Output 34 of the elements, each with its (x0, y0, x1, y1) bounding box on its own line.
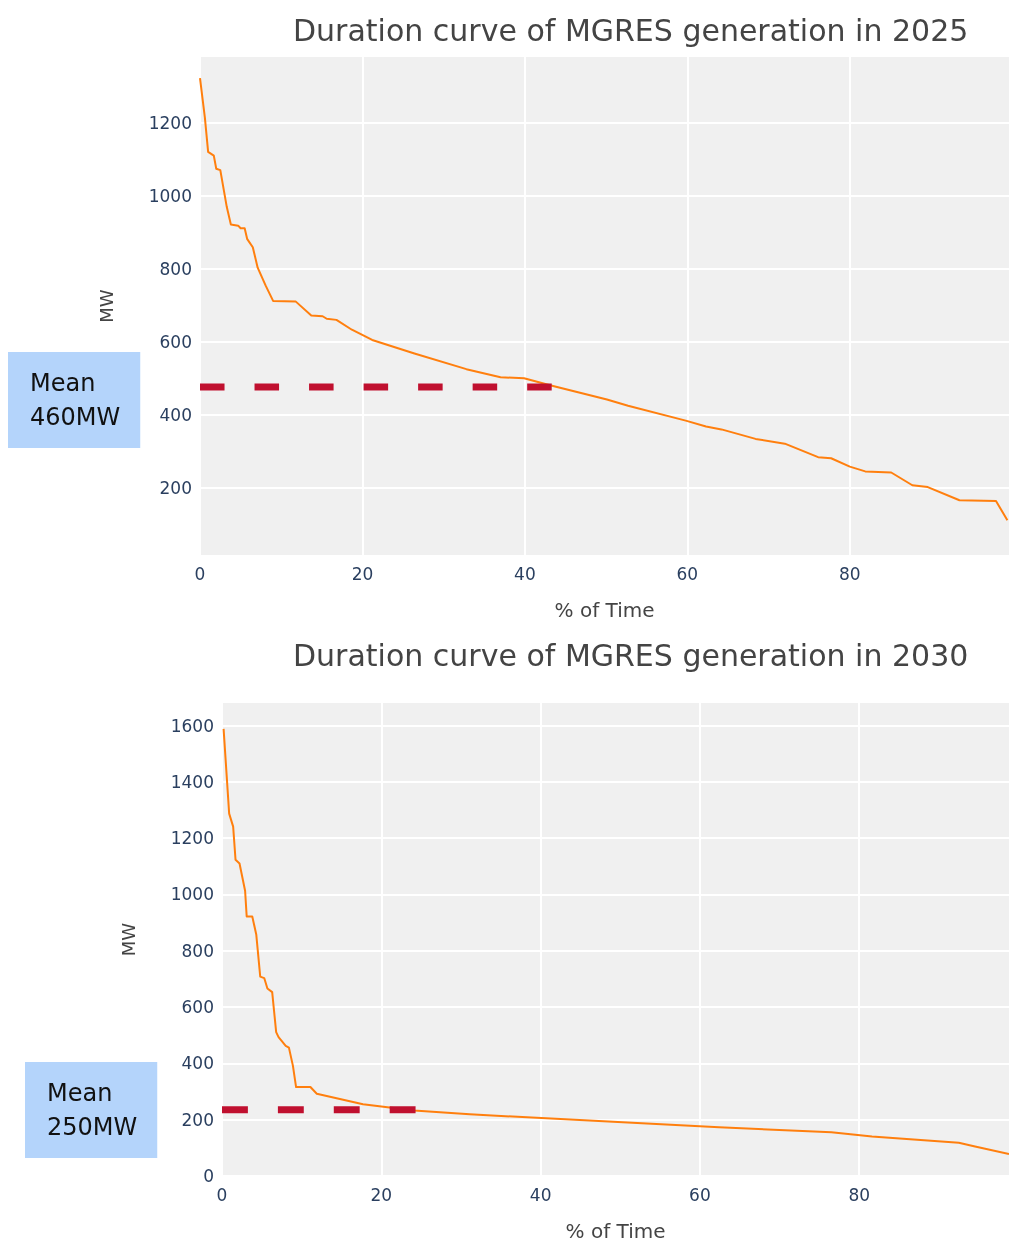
y-tick-label: 600 (159, 331, 192, 352)
x-axis-title: % of Time (554, 598, 655, 622)
y-tick-label: 600 (181, 997, 214, 1018)
x-tick-label: 60 (676, 563, 699, 584)
chart-title: Duration curve of MGRES generation in 2030 (293, 637, 969, 673)
x-tick-label: 80 (848, 1184, 871, 1205)
y-tick-label: 800 (159, 258, 192, 279)
y-tick-label: 1200 (148, 112, 192, 133)
y-tick-label: 400 (159, 404, 192, 425)
x-tick-label: 0 (216, 1184, 228, 1205)
chart-title: Duration curve of MGRES generation in 2025 (293, 12, 969, 48)
y-tick-label: 1600 (170, 715, 214, 736)
y-tick-label: 800 (181, 940, 214, 961)
y-tick-label: 1200 (170, 828, 214, 849)
x-axis-title: % of Time (565, 1219, 666, 1243)
y-tick-label: 1000 (148, 185, 192, 206)
x-tick-label: 60 (689, 1184, 711, 1205)
y-axis-title: MW (117, 922, 139, 957)
line-series (222, 727, 1009, 1156)
x-tick-label: 40 (514, 563, 536, 584)
y-tick-label: 200 (159, 477, 192, 498)
y-tick-label: 1400 (170, 771, 214, 792)
x-tick-label: 40 (529, 1184, 552, 1205)
text: Mean 250MW (47, 1079, 138, 1141)
x-tick-label: 80 (838, 563, 861, 584)
line-series (199, 77, 1009, 522)
y-axis-title: MW (95, 289, 117, 323)
y-tick-label: 400 (181, 1053, 214, 1074)
y-tick-label: 200 (181, 1109, 214, 1130)
y-tick-label: 1000 (170, 884, 214, 905)
text: Mean 460MW (30, 369, 121, 431)
x-tick-label: 20 (351, 563, 374, 584)
y-tick-label: 0 (203, 1166, 214, 1186)
x-tick-label: 20 (370, 1184, 393, 1205)
